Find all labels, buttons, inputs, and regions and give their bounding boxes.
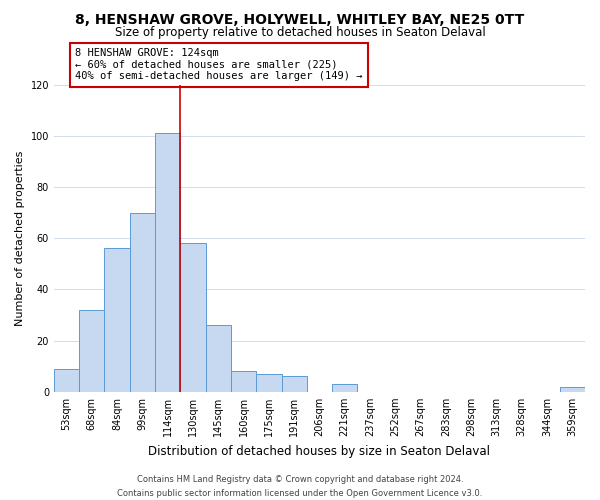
Bar [206, 325, 231, 392]
Bar [79, 310, 104, 392]
Text: Size of property relative to detached houses in Seaton Delaval: Size of property relative to detached ho… [115, 26, 485, 39]
Y-axis label: Number of detached properties: Number of detached properties [15, 150, 25, 326]
Text: 8, HENSHAW GROVE, HOLYWELL, WHITLEY BAY, NE25 0TT: 8, HENSHAW GROVE, HOLYWELL, WHITLEY BAY,… [76, 12, 524, 26]
Bar [130, 212, 155, 392]
Text: Contains HM Land Registry data © Crown copyright and database right 2024.
Contai: Contains HM Land Registry data © Crown c… [118, 476, 482, 498]
Bar [332, 384, 358, 392]
Bar [281, 376, 307, 392]
Bar [181, 244, 206, 392]
Text: 8 HENSHAW GROVE: 124sqm
← 60% of detached houses are smaller (225)
40% of semi-d: 8 HENSHAW GROVE: 124sqm ← 60% of detache… [75, 48, 362, 82]
X-axis label: Distribution of detached houses by size in Seaton Delaval: Distribution of detached houses by size … [148, 444, 490, 458]
Bar [54, 369, 79, 392]
Bar [104, 248, 130, 392]
Bar [231, 372, 256, 392]
Bar [256, 374, 281, 392]
Bar [155, 133, 181, 392]
Bar [560, 386, 585, 392]
